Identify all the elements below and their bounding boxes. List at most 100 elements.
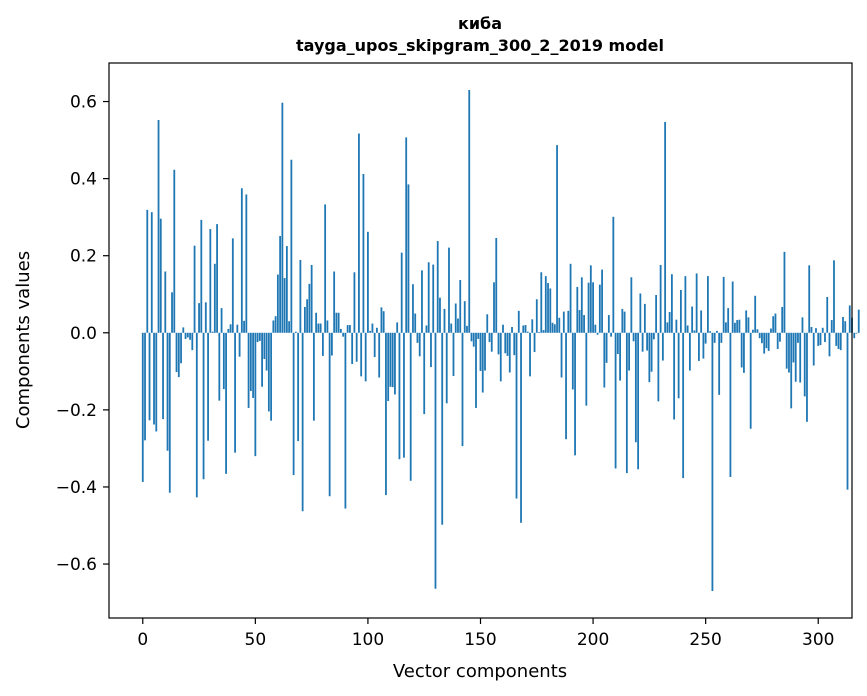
y-tick-label: −0.6 bbox=[56, 555, 97, 575]
x-tick-label: 200 bbox=[577, 630, 609, 650]
bar bbox=[734, 322, 736, 333]
bar bbox=[168, 332, 171, 493]
bar bbox=[839, 332, 842, 351]
bar bbox=[830, 320, 833, 333]
bar bbox=[267, 332, 270, 412]
bar bbox=[434, 332, 437, 589]
bar bbox=[578, 310, 581, 333]
bars-group bbox=[141, 89, 860, 592]
bar bbox=[725, 322, 727, 333]
bar bbox=[646, 332, 649, 351]
bar bbox=[637, 332, 640, 470]
bar bbox=[504, 332, 507, 354]
bar bbox=[337, 312, 340, 333]
bar bbox=[276, 274, 279, 333]
bar bbox=[821, 327, 824, 333]
bar bbox=[340, 328, 342, 333]
bar bbox=[459, 279, 462, 333]
bar bbox=[842, 316, 844, 333]
bar bbox=[497, 332, 500, 355]
bar bbox=[448, 247, 450, 333]
bar bbox=[202, 332, 205, 480]
bar bbox=[700, 310, 703, 333]
bar bbox=[238, 332, 241, 357]
bar bbox=[391, 332, 394, 388]
bar bbox=[547, 283, 549, 333]
bar bbox=[157, 120, 160, 333]
bar bbox=[594, 324, 597, 333]
bar bbox=[803, 332, 806, 397]
bar bbox=[258, 332, 261, 341]
bar bbox=[643, 303, 646, 333]
bar bbox=[303, 306, 306, 333]
bar bbox=[490, 332, 493, 352]
x-tick-label: 150 bbox=[464, 630, 496, 650]
bar bbox=[524, 325, 527, 333]
bar bbox=[720, 332, 723, 343]
bar bbox=[583, 315, 585, 333]
bar bbox=[479, 332, 482, 371]
bar bbox=[515, 332, 518, 499]
bar bbox=[657, 332, 660, 402]
bar bbox=[585, 332, 588, 406]
bar bbox=[560, 332, 563, 378]
bar bbox=[236, 324, 239, 333]
bar bbox=[709, 331, 712, 333]
bar bbox=[204, 302, 207, 333]
bar bbox=[301, 332, 304, 512]
bar bbox=[747, 317, 750, 333]
bar bbox=[249, 332, 252, 391]
bar bbox=[556, 145, 558, 333]
bar bbox=[180, 332, 182, 364]
bar bbox=[211, 331, 214, 333]
bar bbox=[198, 303, 200, 333]
bar bbox=[155, 332, 158, 432]
bar bbox=[256, 332, 259, 343]
bar bbox=[607, 315, 610, 333]
bar bbox=[439, 297, 441, 333]
bar bbox=[380, 307, 383, 333]
bar bbox=[729, 332, 732, 477]
bar bbox=[704, 332, 707, 344]
bar bbox=[385, 332, 387, 496]
bar bbox=[743, 332, 745, 373]
bar bbox=[668, 311, 671, 333]
bar bbox=[400, 252, 403, 333]
bar bbox=[707, 276, 709, 333]
bar bbox=[216, 224, 218, 333]
bar bbox=[767, 332, 770, 351]
bar bbox=[835, 332, 838, 346]
bar bbox=[625, 332, 628, 474]
bar bbox=[574, 332, 576, 456]
bar bbox=[736, 320, 739, 333]
bar bbox=[220, 308, 223, 333]
bar bbox=[279, 236, 282, 333]
bar bbox=[445, 332, 448, 404]
bar bbox=[648, 332, 651, 383]
bar bbox=[756, 329, 759, 333]
bar bbox=[240, 188, 243, 333]
bar bbox=[166, 332, 169, 451]
bar bbox=[427, 262, 430, 333]
bar bbox=[173, 169, 176, 333]
y-tick-label: −0.4 bbox=[56, 478, 97, 498]
bar bbox=[531, 319, 534, 333]
bar bbox=[562, 311, 565, 333]
bar bbox=[522, 325, 525, 333]
bar bbox=[794, 332, 797, 382]
bar bbox=[702, 332, 705, 359]
bar bbox=[619, 332, 621, 381]
bar bbox=[418, 332, 421, 357]
bar bbox=[150, 212, 153, 333]
bar bbox=[688, 332, 691, 371]
bar bbox=[616, 332, 619, 354]
bar bbox=[261, 332, 263, 387]
bar bbox=[693, 330, 696, 333]
bar bbox=[310, 264, 313, 333]
bar bbox=[441, 332, 444, 525]
bar bbox=[630, 277, 633, 333]
bar bbox=[412, 284, 414, 333]
bar bbox=[544, 276, 547, 333]
x-tick-label: 300 bbox=[802, 630, 834, 650]
